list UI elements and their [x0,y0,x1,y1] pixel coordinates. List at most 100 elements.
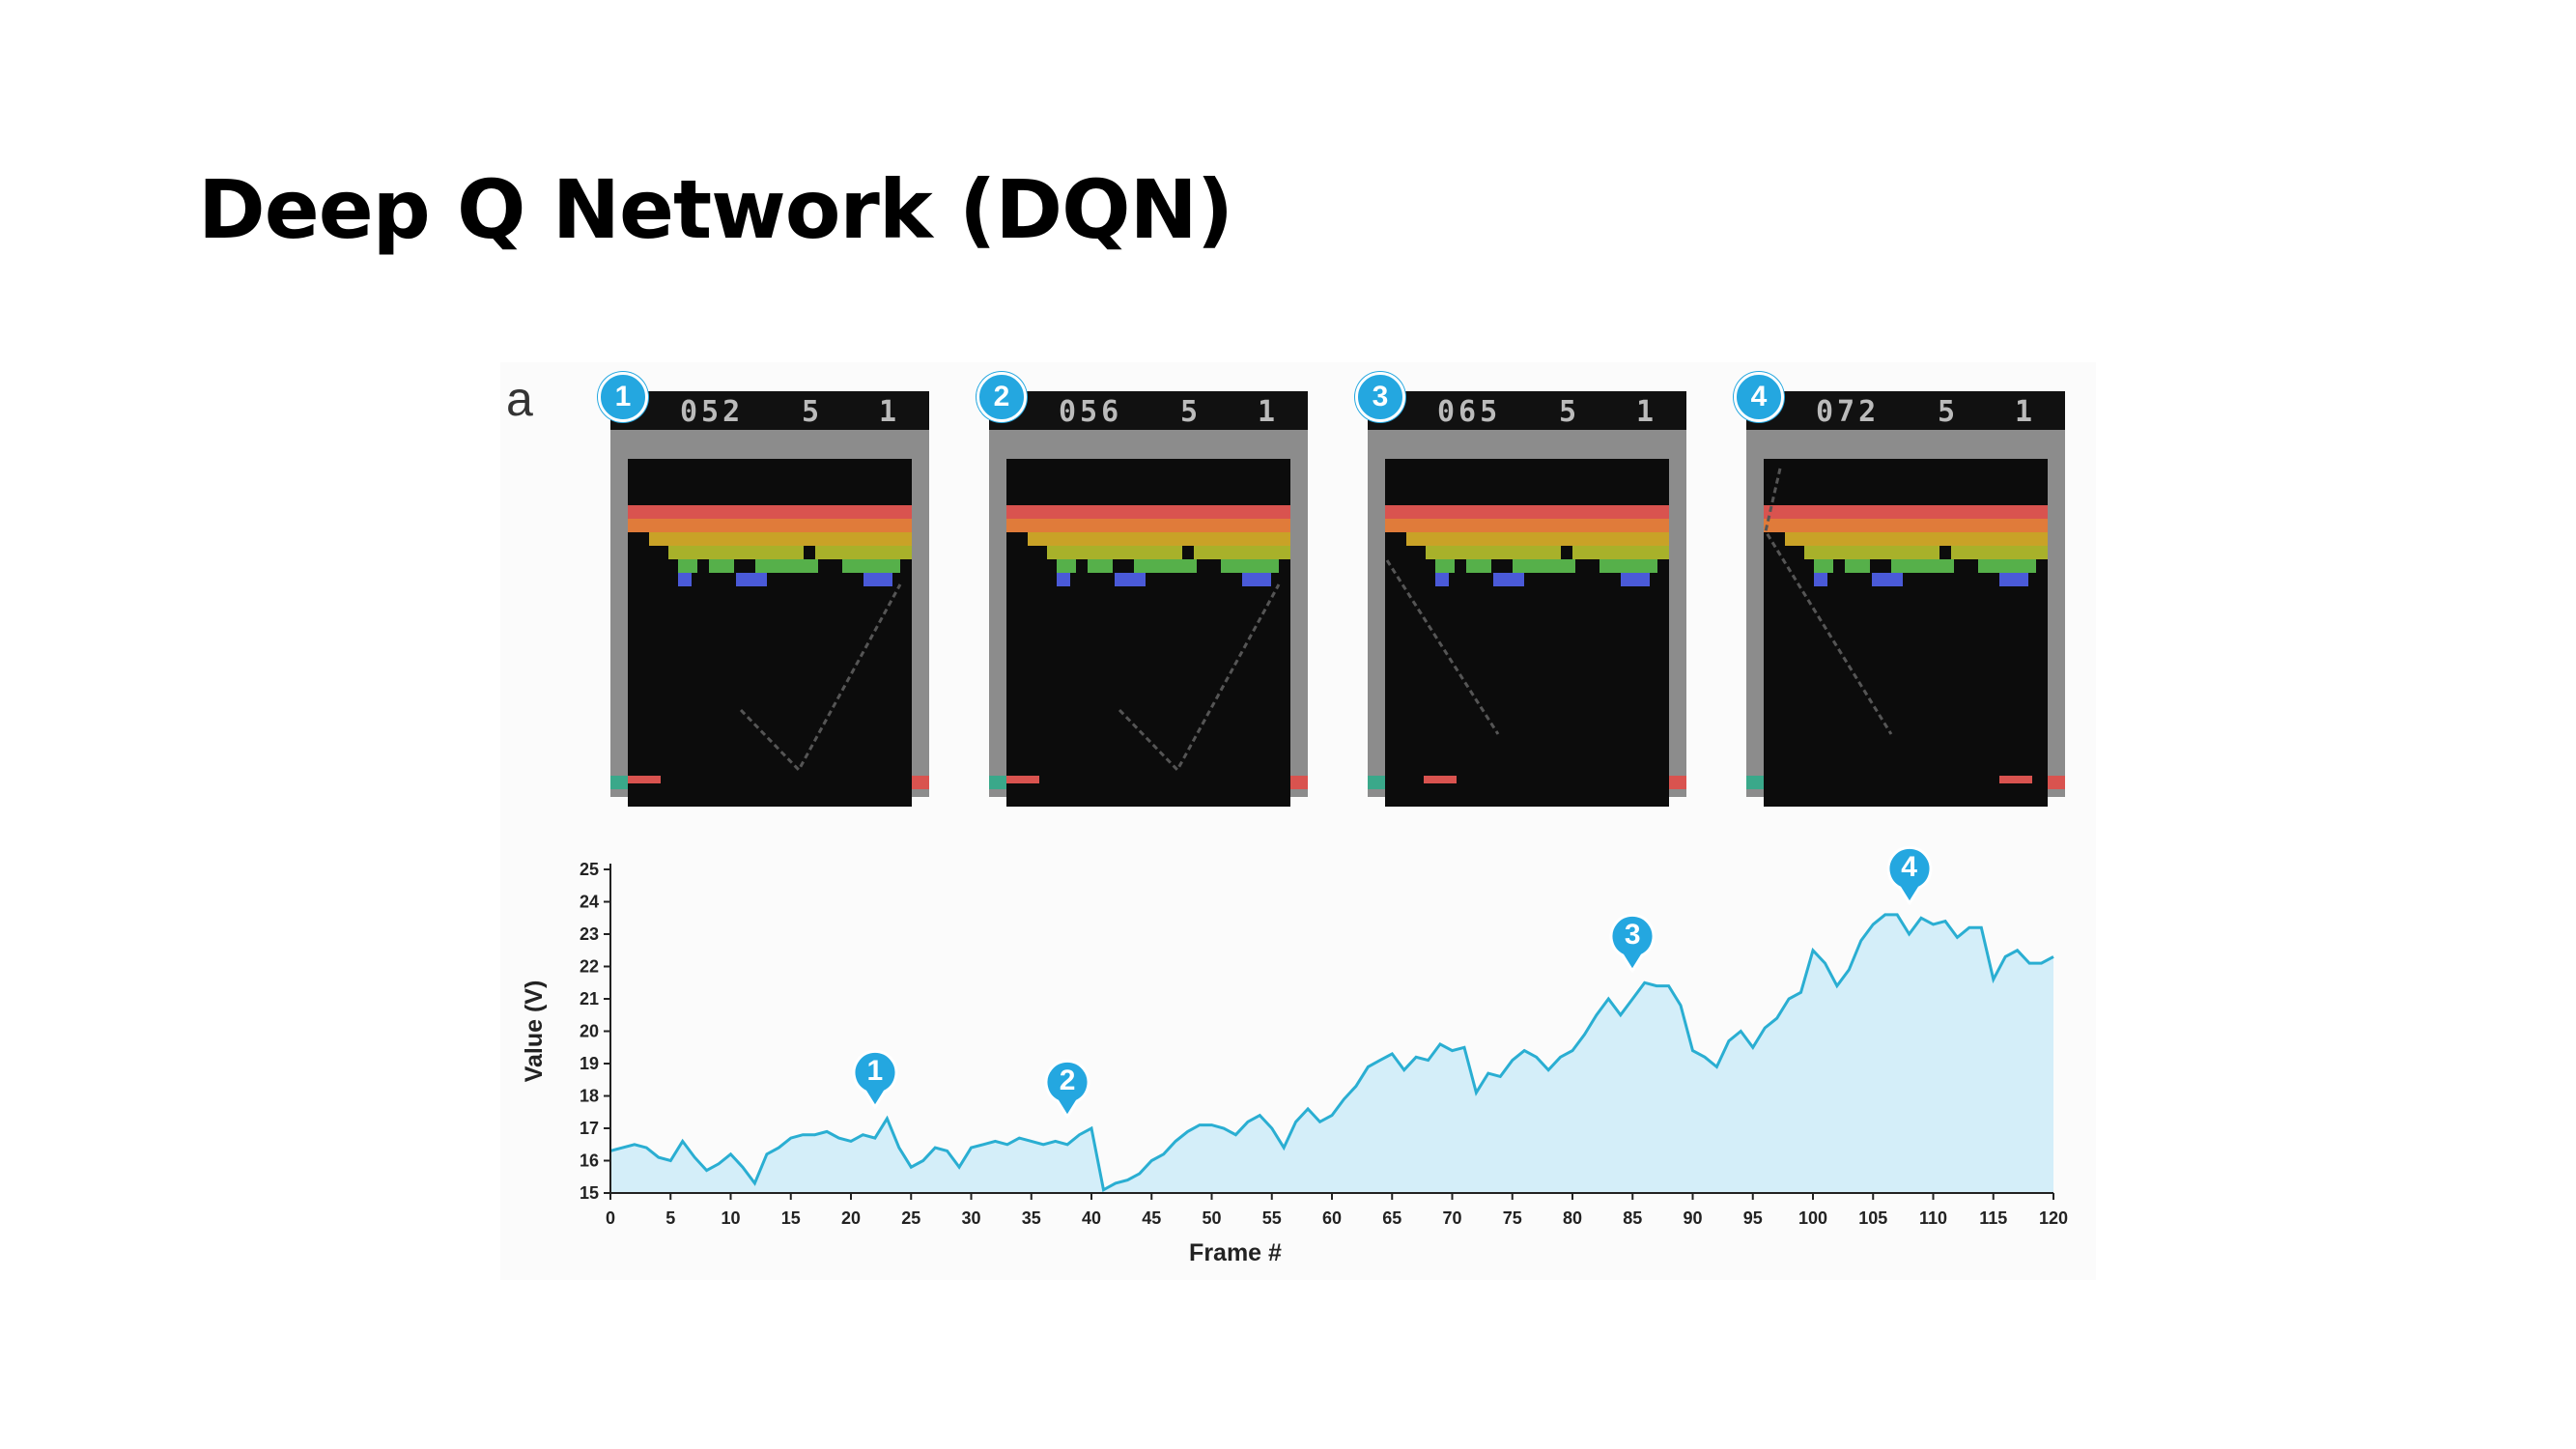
paddle [1424,776,1457,783]
y-tick-label: 25 [580,860,599,879]
player-display: 1 [2015,395,2037,429]
score-bar [1746,391,2065,430]
ball-trail [1764,468,1893,735]
brick-row-5 [1978,559,2036,573]
brick-row-1 [1006,505,1290,519]
brick-row-6 [1493,573,1524,586]
right-wall [2048,430,2065,797]
slide-title: Deep Q Network (DQN) [198,162,1233,257]
marker-body [852,1049,898,1109]
marker-label: 3 [1624,919,1641,952]
x-tick-label: 45 [1142,1208,1161,1228]
marker-pin-3: 3 [1607,913,1657,974]
x-tick-label: 60 [1322,1208,1342,1228]
marker-shape [1044,1059,1090,1119]
game-frame-3: 065 5 1 3 [1355,372,1686,807]
value-line [609,913,2054,1193]
brick-row-2 [1764,519,2048,532]
ball-trail [1118,583,1281,773]
wall-marker-left [989,776,1006,789]
marker-pin-1: 1 [850,1049,900,1109]
score-display: 072 [1816,395,1881,429]
x-tick-label: 40 [1082,1208,1101,1228]
left-wall [1746,430,1764,797]
brick-row-1 [1764,505,2048,519]
x-tick-label: 35 [1022,1208,1041,1228]
wall-marker-left [1368,776,1385,789]
score-bar [610,391,929,430]
panel-label: a [506,372,533,426]
brick-row-2 [1385,519,1669,532]
brick-row-4 [1194,546,1290,559]
brick-row-5 [1435,559,1455,573]
y-tick-label: 16 [580,1151,599,1171]
paddle [1999,776,2032,783]
x-tick-label: 25 [901,1208,920,1228]
game-screen [1746,391,2065,807]
brick-row-5 [678,559,697,573]
marker-pin-2: 2 [1042,1059,1092,1119]
y-tick-label: 18 [580,1087,599,1106]
marker-pin-4: 4 [1884,845,1935,905]
score-display: 065 [1437,395,1502,429]
brick-row-5 [1513,559,1575,573]
brick-row-3 [649,532,912,546]
brick-row-3 [1406,532,1669,546]
brick-row-6 [1242,573,1271,586]
top-wall [1746,430,2065,459]
lives-display: 5 [802,395,824,429]
y-tick-label: 24 [580,893,599,912]
lives-display: 5 [1938,395,1960,429]
brick-row-6 [1999,573,2028,586]
wall-marker-right [1290,776,1308,789]
brick-row-5 [709,559,734,573]
game-frame-1: 052 5 1 1 [598,372,929,807]
y-axis-label: Value (V) [521,980,548,1083]
marker-body [1044,1059,1090,1119]
brick-row-5 [1057,559,1076,573]
marker-body [1886,845,1933,905]
brick-row-6 [1621,573,1650,586]
wall-marker-right [2048,776,2065,789]
x-axis-label: Frame # [1189,1239,1282,1266]
y-tick-label: 19 [580,1054,599,1073]
brick-row-5 [1466,559,1491,573]
brick-row-3 [1028,532,1290,546]
brick-row-6 [863,573,892,586]
brick-row-4 [815,546,912,559]
top-wall [989,430,1308,459]
game-screen [1368,391,1686,807]
x-tick-label: 70 [1442,1208,1461,1228]
x-tick-label: 5 [665,1208,675,1228]
brick-row-5 [1134,559,1197,573]
wall-marker-left [1746,776,1764,789]
left-wall [989,430,1006,797]
x-tick-label: 100 [1798,1208,1827,1228]
marker-label: 1 [866,1054,884,1087]
brick-row-4 [1426,546,1561,559]
x-tick-label: 105 [1858,1208,1887,1228]
x-tick-label: 95 [1743,1208,1763,1228]
ball-trail [739,583,902,773]
game-frame-4: 072 5 1 4 [1734,372,2065,807]
marker-label: 2 [1059,1065,1076,1096]
paddle [1006,776,1039,783]
x-tick-label: 30 [961,1208,980,1228]
y-tick-label: 20 [580,1022,599,1041]
brick-row-3 [1785,532,2048,546]
game-frame-2: 056 5 1 2 [977,372,1308,807]
brick-row-5 [1845,559,1870,573]
wall-marker-left [610,776,628,789]
game-screen [989,391,1308,807]
y-tick-label: 17 [580,1119,599,1138]
brick-row-5 [1814,559,1833,573]
brick-row-5 [1088,559,1113,573]
right-wall [912,430,929,797]
brick-row-6 [736,573,767,586]
brick-row-2 [1006,519,1290,532]
x-tick-label: 110 [1919,1208,1947,1228]
y-tick-label: 22 [580,957,599,977]
frame-badge: 2 [977,372,1027,422]
wall-marker-right [1669,776,1686,789]
x-tick-label: 20 [841,1208,861,1228]
